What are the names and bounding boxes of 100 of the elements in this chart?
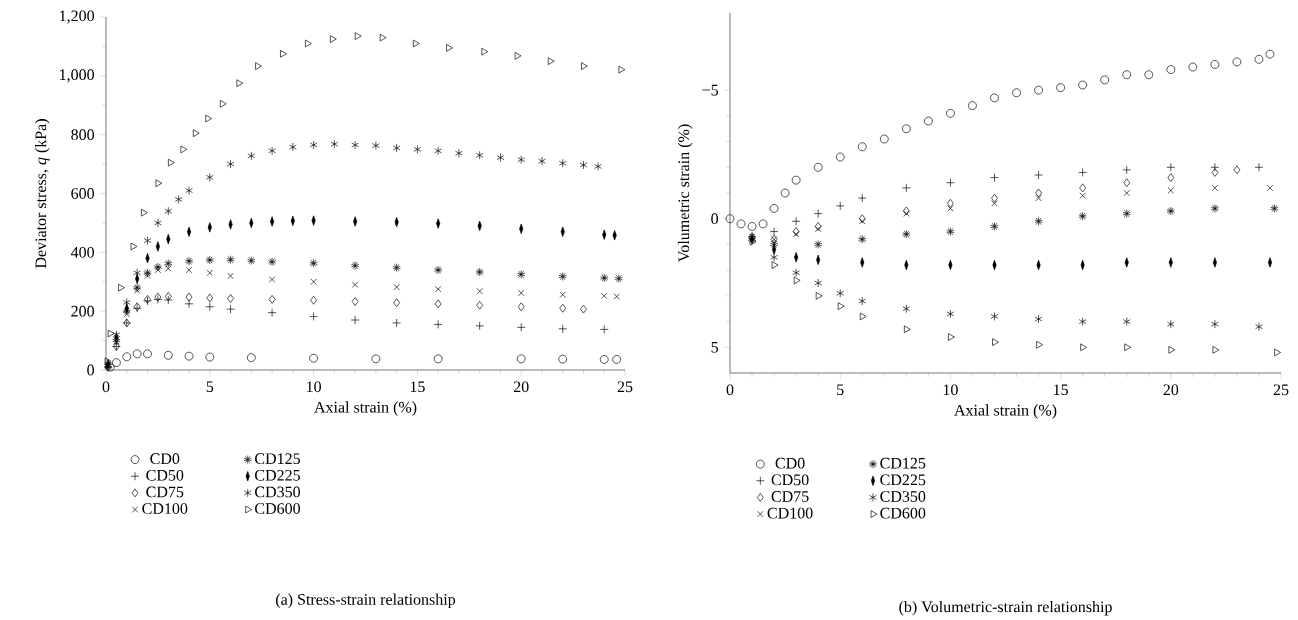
point	[1122, 317, 1131, 326]
point	[769, 204, 779, 213]
point	[1080, 343, 1087, 352]
point	[580, 304, 587, 314]
point	[351, 297, 359, 306]
point	[132, 349, 142, 359]
point	[475, 150, 484, 160]
point	[769, 240, 779, 249]
point	[518, 289, 525, 297]
point	[736, 219, 746, 229]
point	[902, 304, 911, 314]
point	[184, 256, 194, 266]
point	[814, 240, 823, 249]
point	[446, 44, 453, 52]
point	[1056, 83, 1065, 92]
y-axis-title: Volumetric strain (%)	[677, 124, 693, 263]
point	[310, 296, 317, 305]
point	[247, 151, 256, 161]
point	[205, 114, 213, 123]
point	[1212, 346, 1220, 354]
legend-label: CD600	[255, 503, 300, 515]
point	[185, 186, 193, 195]
y-tick-label: 400	[70, 247, 95, 258]
point	[990, 93, 999, 103]
x-tick-label: 5	[206, 381, 214, 393]
legend-label: CD350	[255, 486, 300, 498]
point	[780, 188, 790, 198]
point	[946, 109, 955, 118]
point	[246, 353, 256, 363]
point	[309, 140, 318, 150]
point	[227, 294, 234, 303]
point	[1233, 165, 1241, 175]
point	[991, 200, 998, 207]
point	[1188, 62, 1198, 72]
y-tick-label: −5	[702, 84, 719, 96]
point	[227, 272, 234, 280]
point	[813, 163, 823, 172]
point	[514, 52, 522, 60]
point	[434, 299, 442, 309]
point	[164, 206, 173, 216]
point	[1274, 348, 1281, 357]
point	[412, 39, 420, 48]
point	[1232, 57, 1242, 67]
point	[1078, 317, 1087, 326]
point	[815, 292, 823, 300]
point	[599, 355, 609, 364]
point	[903, 325, 911, 334]
point	[1035, 188, 1042, 198]
legend-label: CD75	[146, 486, 184, 498]
point	[255, 62, 262, 70]
point	[192, 129, 200, 138]
point	[393, 298, 400, 308]
point	[118, 283, 125, 292]
point	[946, 309, 955, 319]
point	[174, 195, 183, 204]
point	[143, 268, 152, 278]
point	[517, 270, 526, 279]
point	[517, 155, 526, 165]
point	[1270, 204, 1279, 213]
point	[153, 262, 163, 272]
point	[558, 324, 568, 334]
point	[1211, 184, 1219, 192]
point	[141, 208, 148, 217]
point	[815, 225, 822, 233]
point	[310, 278, 317, 285]
point	[133, 283, 142, 293]
point	[859, 218, 866, 225]
point	[559, 303, 567, 313]
point	[122, 298, 131, 307]
point	[247, 256, 256, 265]
point	[792, 231, 800, 238]
point	[991, 193, 998, 203]
point	[947, 199, 954, 208]
point	[1034, 314, 1043, 324]
point	[476, 288, 483, 295]
point	[835, 201, 845, 211]
point	[857, 142, 867, 152]
point	[1122, 209, 1131, 218]
point	[226, 159, 235, 169]
point	[1012, 88, 1021, 98]
point	[1079, 192, 1086, 199]
point	[516, 354, 526, 364]
point	[1078, 80, 1087, 90]
text: (b) Volumetric-strain relationship	[899, 600, 1112, 616]
point	[1034, 217, 1043, 226]
point	[1122, 70, 1132, 80]
y-tick-label: 0	[87, 364, 95, 376]
point	[206, 269, 213, 277]
point	[859, 312, 867, 321]
x-tick-label: 0	[102, 381, 110, 393]
point	[594, 162, 602, 171]
x-tick-label: 5	[837, 384, 844, 396]
point	[206, 293, 214, 303]
point	[268, 295, 276, 304]
point	[581, 62, 588, 70]
point	[455, 148, 463, 158]
point	[1265, 49, 1275, 59]
point	[758, 219, 768, 229]
point	[219, 100, 227, 108]
point	[990, 312, 999, 321]
